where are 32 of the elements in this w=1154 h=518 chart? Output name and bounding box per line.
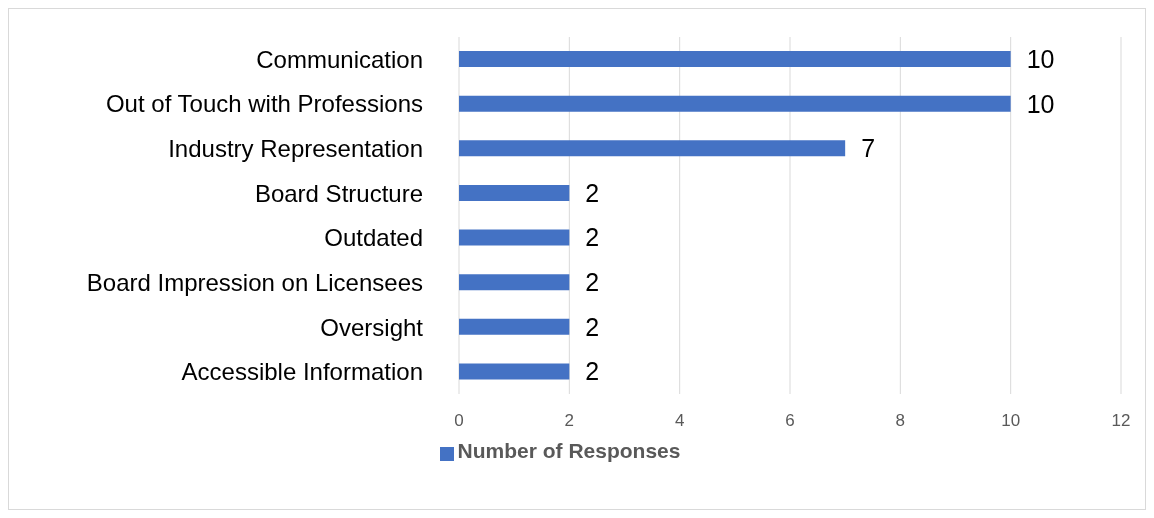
data-label: 7 xyxy=(861,134,876,163)
bar xyxy=(459,229,570,246)
y-tick-label: Board Impression on Licensees xyxy=(86,268,423,296)
x-tick-label: 0 xyxy=(454,411,464,431)
y-tick-label: Board Structure xyxy=(254,179,423,207)
legend-label: Number of Responses xyxy=(457,439,681,462)
data-label: 2 xyxy=(585,312,600,341)
data-label: 10 xyxy=(1026,89,1055,118)
data-label: 2 xyxy=(585,223,600,252)
data-label: 2 xyxy=(585,268,600,296)
x-tick-label: 10 xyxy=(1001,411,1021,431)
bar xyxy=(459,51,1011,67)
y-tick-label: Outdated xyxy=(324,224,423,252)
y-tick-label: Accessible Information xyxy=(181,358,423,386)
bar xyxy=(459,363,570,380)
y-tick-label: Industry Representation xyxy=(168,135,423,163)
bar xyxy=(459,140,846,157)
x-tick-label: 4 xyxy=(674,411,685,431)
data-label: 2 xyxy=(585,178,600,207)
x-tick-label: 12 xyxy=(1111,411,1131,431)
data-label: 10 xyxy=(1026,44,1055,73)
bar xyxy=(459,318,570,335)
x-tick-label: 2 xyxy=(564,411,575,431)
y-tick-label: Communication xyxy=(256,45,423,73)
bar xyxy=(459,95,1011,112)
x-tick-label: 6 xyxy=(785,411,795,431)
y-tick-label: Out of Touch with Professions xyxy=(105,90,423,118)
bar xyxy=(459,184,570,201)
x-tick-label: 8 xyxy=(895,411,906,431)
data-label: 2 xyxy=(585,357,600,386)
y-tick-label: Oversight xyxy=(320,313,424,341)
bar xyxy=(459,274,570,291)
